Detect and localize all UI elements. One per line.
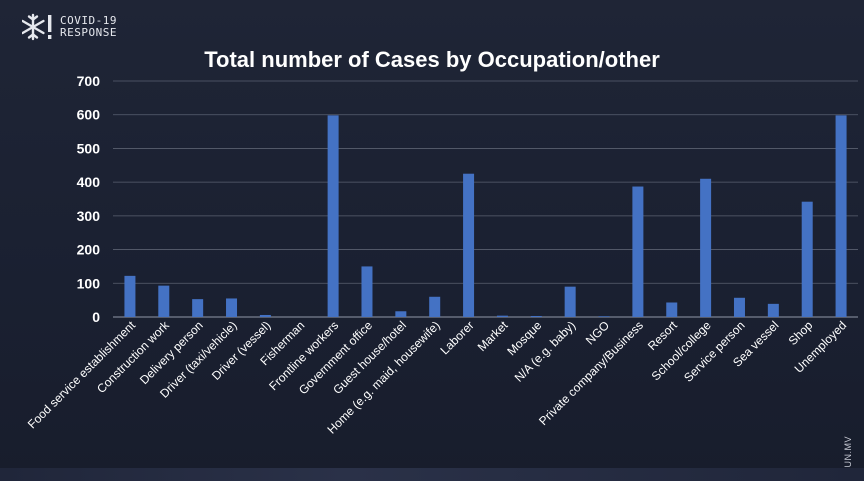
bar [666, 302, 678, 317]
bar [700, 178, 712, 317]
y-tick-label: 300 [77, 208, 101, 224]
bar [801, 201, 813, 317]
bar [429, 296, 441, 317]
bar [767, 303, 779, 317]
logo-line-1: COVID-19 [60, 14, 117, 27]
bar [226, 298, 238, 317]
bar [361, 266, 373, 317]
bar [835, 115, 847, 317]
y-axis-tick-labels: 0 100 200 300 400 500 600 700 [77, 73, 101, 325]
chart-title: Total number of Cases by Occupation/othe… [204, 47, 660, 72]
y-tick-label: 400 [77, 174, 101, 190]
x-tick-label: Shop [786, 318, 816, 348]
bars [124, 115, 847, 317]
logo-text: COVID-19 RESPONSE [60, 15, 117, 39]
bar [632, 186, 644, 317]
bar [530, 315, 542, 317]
bar [463, 173, 475, 317]
snowflake-icon [22, 13, 52, 41]
covid-response-logo: COVID-19 RESPONSE [22, 11, 117, 43]
y-tick-label: 600 [77, 107, 101, 123]
x-tick-label: Laborer [438, 318, 477, 357]
bar [496, 315, 508, 317]
bar [124, 275, 136, 317]
bottom-strip [0, 468, 864, 481]
bar [192, 299, 204, 317]
logo-line-2: RESPONSE [60, 26, 117, 39]
gridlines [113, 80, 858, 318]
bar [598, 316, 610, 317]
bar [158, 285, 170, 317]
bar [259, 314, 271, 317]
x-tick-label: N/A (e.g. baby) [512, 318, 579, 385]
y-tick-label: 200 [77, 242, 101, 258]
y-tick-label: 500 [77, 140, 101, 156]
bar [564, 286, 576, 317]
y-tick-label: 100 [77, 275, 101, 291]
y-tick-label: 0 [92, 309, 100, 325]
bar [395, 311, 407, 317]
bar [733, 297, 745, 317]
bar [327, 115, 339, 317]
x-tick-label: NGO [583, 318, 612, 347]
y-tick-label: 700 [77, 73, 101, 89]
